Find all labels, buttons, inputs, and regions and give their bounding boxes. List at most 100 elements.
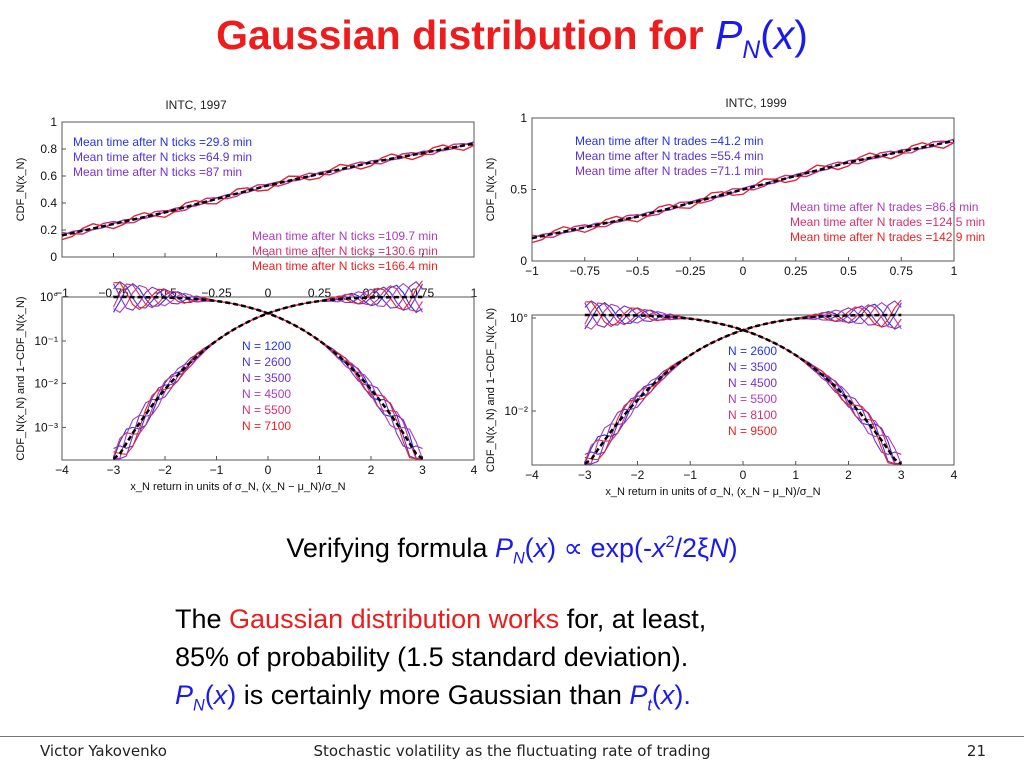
footer-topic: Stochastic volatility as the fluctuating… [313, 742, 711, 760]
legend-entry: N = 4500 [728, 376, 777, 390]
slide-title: Gaussian distribution for PN(x) [0, 12, 1024, 65]
legend-entry: Mean time after N ticks =166.4 min [252, 259, 438, 273]
y-axis-label: CDF_N(x_N) [485, 158, 497, 222]
legend-entry: N = 3500 [728, 360, 777, 374]
x-tick-label: −3 [578, 468, 592, 482]
chart-4: −4 −3 −2 −1 0 1 2 3 4 10° 10⁻² CDF_N(x_N) and 1−CDF… [485, 299, 958, 498]
legend-entry: N = 7100 [242, 419, 291, 433]
x-tick-label: 2 [845, 468, 852, 482]
legend-entry: N = 1200 [242, 339, 291, 353]
y-axis-label: CDF_N(x_N) and 1−CDF_N(x_N) [15, 296, 27, 460]
gaussian-fit-line [584, 313, 902, 465]
x-tick-label: 0 [265, 286, 272, 300]
body-line-3: PN(x) is certainly more Gaussian than Pt… [175, 680, 691, 715]
legend-entry: Mean time after N ticks =64.9 min [73, 150, 252, 164]
y-tick-label: 10⁻² [504, 404, 528, 418]
y-tick-label: 10⁻¹ [34, 334, 58, 348]
x-axis-label: x_N return in units of σ_N, (x_N − μ_N)/… [130, 481, 345, 493]
y-tick-label: 10° [40, 290, 58, 304]
x-tick-label: 0.75 [890, 264, 914, 278]
legend-entry: N = 5500 [242, 403, 291, 417]
page-number: 21 [966, 742, 986, 760]
legend-entry: Mean time after N trades =55.4 min [575, 149, 763, 163]
x-tick-label: −0.25 [675, 264, 706, 278]
y-axis-label: CDF_N(x_N) [15, 158, 27, 222]
chart-title: INTC, 1999 [725, 96, 787, 110]
footer-divider [0, 736, 1024, 737]
x-tick-label: −1 [525, 264, 539, 278]
y-tick-label: 0.8 [40, 142, 57, 156]
body-line-2: 85% of probability (1.5 standard deviati… [175, 642, 689, 672]
legend-entry: N = 5500 [728, 392, 777, 406]
legend-entry: Mean time after N ticks =29.8 min [73, 135, 252, 149]
charts-area: INTC, 1997−1 −0.75 −0.5 −0.25 0 0.25 0.5 0.75 10… [15, 96, 985, 498]
x-tick-label: 0.25 [784, 264, 808, 278]
x-tick-label: 2 [368, 463, 375, 477]
legend-entry: N = 2600 [242, 355, 291, 369]
x-tick-label: −4 [525, 468, 539, 482]
legend-entry: N = 2600 [728, 344, 777, 358]
chart-2: −4 −3 −2 −1 0 1 2 3 4 10° 10⁻¹ 10⁻² 10⁻³ CDF_N(x_N) a… [15, 280, 478, 493]
x-tick-label: 4 [951, 468, 958, 482]
x-tick-label: −2 [158, 463, 172, 477]
gaussian-fit-line [531, 139, 955, 240]
series-line [61, 144, 475, 241]
x-tick-label: 0 [740, 468, 747, 482]
y-tick-label: 0.4 [40, 196, 57, 210]
legend-entry: Mean time after N ticks =87 min [73, 165, 242, 179]
legend-entry: Mean time after N ticks =109.7 min [252, 229, 438, 243]
x-tick-label: 0 [740, 264, 747, 278]
x-tick-label: −0.5 [626, 264, 650, 278]
x-tick-label: 4 [471, 463, 478, 477]
legend-entry: Mean time after N ticks =130.6 min [252, 244, 438, 258]
y-tick-label: 0.5 [510, 183, 527, 197]
x-tick-label: 0 [265, 463, 272, 477]
body-text: The Gaussian distribution works for, at … [175, 600, 706, 724]
x-tick-label: −4 [55, 463, 69, 477]
x-tick-label: −1 [210, 463, 224, 477]
x-tick-label: 1 [471, 286, 478, 300]
x-tick-label: 0.5 [840, 264, 857, 278]
title-pn: PN(x) [714, 12, 808, 65]
legend-entry: N = 3500 [242, 371, 291, 385]
x-tick-label: 1 [316, 463, 323, 477]
chart-3: INTC, 1999 −1 −0.75 −0.5 −0.25 0 0.25 0.5 0.75 1 0… [485, 96, 985, 278]
x-tick-label: 3 [898, 468, 905, 482]
footer-author: Victor Yakovenko [40, 742, 167, 760]
legend-entry: Mean time after N trades =86.8 min [790, 200, 978, 214]
chart-title: INTC, 1997 [165, 98, 227, 112]
plot-frame [61, 296, 475, 461]
y-tick-label: 10⁻² [34, 376, 58, 390]
legend-entry: Mean time after N trades =124.5 min [790, 215, 985, 229]
x-tick-label: 1 [792, 468, 799, 482]
x-tick-label: −3 [107, 463, 121, 477]
y-tick-label: 0.6 [40, 169, 57, 183]
x-tick-label: 3 [419, 463, 426, 477]
gaussian-fit-line [61, 142, 475, 237]
x-tick-label: −0.75 [570, 264, 601, 278]
y-tick-label: 0 [520, 254, 527, 268]
x-tick-label: −1 [683, 468, 697, 482]
x-axis-label: x_N return in units of σ_N, (x_N − μ_N)/… [605, 486, 820, 498]
legend-entry: Mean time after N trades =71.1 min [575, 164, 763, 178]
gaussian-fit-line [584, 313, 903, 465]
legend-entry: Mean time after N trades =41.2 min [575, 134, 763, 148]
series-line [531, 142, 955, 244]
y-tick-label: 1 [520, 111, 527, 125]
title-text: Gaussian distribution for [216, 12, 715, 58]
body-line-1: The Gaussian distribution works for, at … [175, 604, 707, 634]
legend-entry: N = 8100 [728, 408, 777, 422]
x-tick-label: 1 [951, 264, 958, 278]
y-tick-label: 10° [510, 311, 528, 325]
y-tick-label: 0 [50, 250, 57, 264]
chart-1: INTC, 1997−1 −0.75 −0.5 −0.25 0 0.25 0.5 0.75 10… [15, 98, 478, 300]
y-tick-label: 0.2 [40, 223, 57, 237]
legend-entry: Mean time after N trades =142.9 min [790, 230, 985, 244]
legend-entry: N = 9500 [728, 424, 777, 438]
legend-entry: N = 4500 [242, 387, 291, 401]
y-tick-label: 1 [50, 115, 57, 129]
y-tick-label: 10⁻³ [34, 420, 58, 434]
formula-line: Verifying formula PN(x) ∝ exp(-x2/2ξN) [286, 533, 738, 568]
plot-frame [531, 314, 955, 466]
x-tick-label: −2 [631, 468, 645, 482]
